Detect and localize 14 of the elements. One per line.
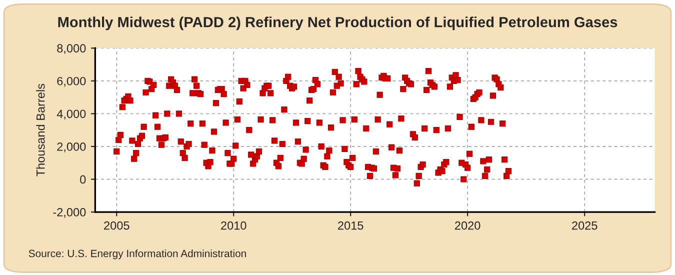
x-tick-label: 2025 <box>572 221 598 230</box>
y-tick-label: -2,000 <box>53 208 86 218</box>
x-tick-label: 2015 <box>338 221 364 230</box>
y-tick-label: 8,000 <box>57 44 86 54</box>
y-tick-label: 6,000 <box>57 76 86 87</box>
y-tick-label: 4,000 <box>56 110 86 120</box>
y-tick-label: 2,000 <box>57 142 86 152</box>
y-axis-title: Thousand Barrels <box>36 84 45 176</box>
chart-title: Monthly Midwest (PADD 2) Refinery Net Production of Liquified Petroleum Gases <box>58 16 618 30</box>
y-tick-label: 0 <box>80 175 86 184</box>
x-tick-label: 2005 <box>104 221 130 230</box>
x-tick-label: 2020 <box>455 221 480 230</box>
x-tick-label: 2010 <box>221 221 246 230</box>
source-note: Source: U.S. Energy Information Administration <box>28 250 246 260</box>
